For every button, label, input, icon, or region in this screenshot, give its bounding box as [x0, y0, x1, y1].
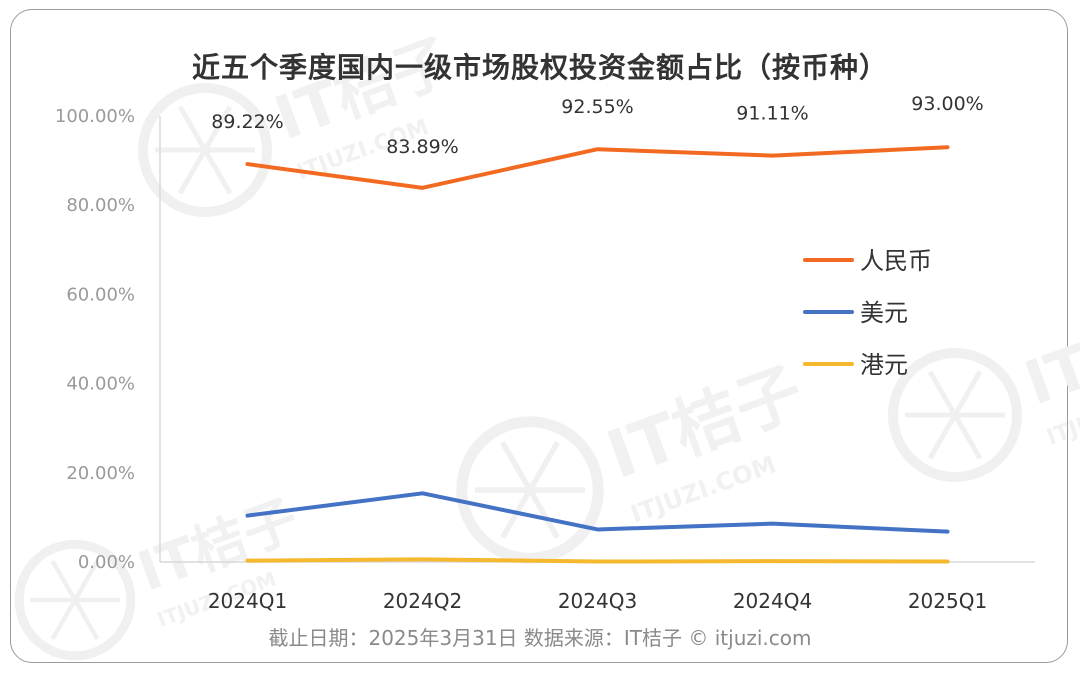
y-tick-label: 0.00%: [78, 552, 135, 573]
watermark-segment: [952, 413, 983, 460]
chart-title: 近五个季度国内一级市场股权投资金额占比（按币种）: [191, 51, 888, 84]
watermark-segment: [50, 598, 77, 641]
watermark-segment: [73, 559, 100, 602]
data-label: 92.55%: [561, 96, 633, 118]
watermark-segment: [50, 559, 77, 602]
watermark-segment: [527, 488, 560, 540]
x-tick-label: 2024Q3: [558, 589, 637, 613]
x-tick-label: 2025Q1: [908, 589, 987, 613]
legend-label: 美元: [860, 299, 908, 327]
y-tick-labels: 0.00% 20.00% 40.00% 60.00% 80.00% 100.00%: [55, 106, 135, 573]
watermark-segment: [927, 370, 958, 417]
data-label: 83.89%: [386, 136, 458, 158]
y-tick-label: 100.00%: [55, 106, 135, 127]
series-lines: [245, 145, 950, 564]
watermark-segment: [500, 440, 533, 492]
legend-label: 港元: [860, 351, 908, 379]
watermark-segment: [177, 148, 208, 195]
watermark-orange-icon: [456, 416, 604, 564]
series-line: [245, 491, 950, 534]
x-tick-label: 2024Q2: [383, 589, 462, 613]
data-label: 89.22%: [211, 111, 283, 133]
series-line: [245, 557, 950, 564]
y-tick-label: 80.00%: [66, 195, 135, 216]
watermark-segment: [527, 440, 560, 492]
y-tick-label: 40.00%: [66, 374, 135, 395]
watermark-segment: [177, 105, 208, 152]
watermark-orange-icon: [138, 83, 272, 217]
watermark-segment: [202, 105, 233, 152]
watermark-segment: [73, 598, 100, 641]
watermark-segment: [927, 413, 958, 460]
x-tick-label: 2024Q1: [208, 589, 287, 613]
x-tick-label: 2024Q4: [733, 589, 812, 613]
watermark-orange-icon: [14, 539, 136, 661]
y-tick-label: 60.00%: [66, 284, 135, 305]
series-line: [245, 145, 950, 190]
watermark-text: IT桔子: [1016, 291, 1080, 419]
legend-label: 人民币: [860, 247, 932, 275]
watermark-orange-icon: [888, 348, 1022, 482]
y-tick-label: 20.00%: [66, 463, 135, 484]
footer-source: 截止日期：2025年3月31日 数据来源：IT桔子 © itjuzi.com: [268, 626, 812, 650]
watermark-segment: [202, 148, 233, 195]
data-label: 91.11%: [736, 103, 808, 125]
x-tick-labels: 2024Q1 2024Q2 2024Q3 2024Q4 2025Q1: [208, 589, 987, 613]
watermark-segment: [952, 370, 983, 417]
data-label: 93.00%: [911, 93, 983, 115]
watermark-text: IT桔子: [597, 353, 813, 494]
data-labels: 89.22% 83.89% 92.55% 91.11% 93.00%: [211, 93, 983, 158]
